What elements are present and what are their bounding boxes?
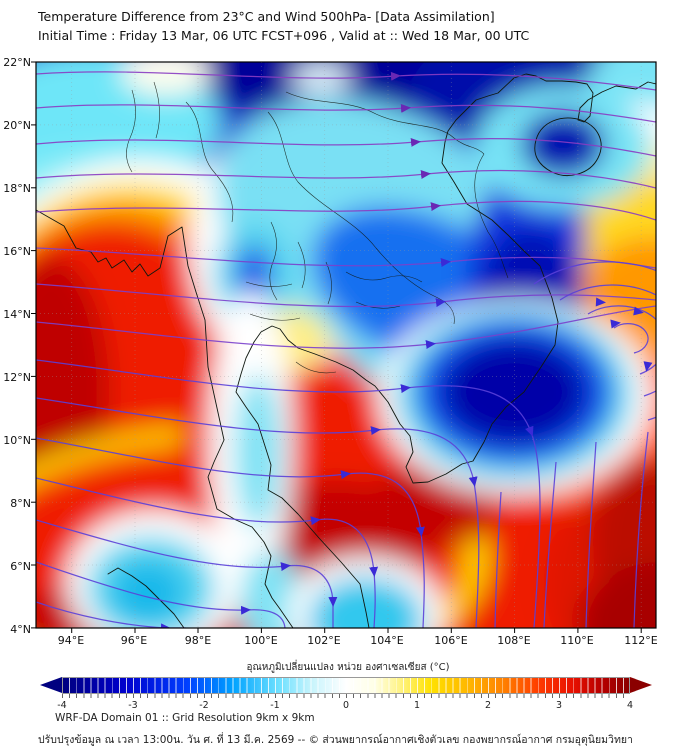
lat-tick-8n: 8°N bbox=[10, 497, 31, 510]
lon-tick-102e: 102°E bbox=[307, 634, 341, 647]
colorbar-tick-p4: 4 bbox=[626, 700, 634, 711]
lat-tick-14n: 14°N bbox=[3, 308, 31, 321]
colorbar-left-arrow bbox=[40, 677, 62, 693]
footer-domain-info: WRF-DA Domain 01 :: Grid Resolution 9km … bbox=[55, 712, 315, 724]
temperature-field bbox=[36, 62, 656, 628]
lat-tick-22n: 22°N bbox=[3, 56, 31, 69]
colorbar-tick-p1: 1 bbox=[413, 700, 421, 711]
swirl-arrowheads bbox=[595, 297, 653, 372]
colorbar-label: อุณหภูมิเปลี่ยนแปลง หน่วย องศาเซลเซียส (… bbox=[246, 662, 450, 673]
title-line-1: Temperature Difference from 23°C and Win… bbox=[38, 9, 495, 24]
lat-tick-16n: 16°N bbox=[3, 245, 31, 258]
axis-ticks bbox=[31, 61, 642, 633]
colorbar-tick-m4: -4 bbox=[57, 700, 67, 711]
colorbar-tick-m1: -1 bbox=[270, 700, 280, 711]
lon-tick-108e: 108°E bbox=[497, 634, 531, 647]
lon-tick-112e: 112°E bbox=[624, 634, 658, 647]
colorbar-tick-m3: -3 bbox=[128, 700, 138, 711]
lat-tick-4n: 4°N bbox=[10, 623, 31, 636]
colorbar-tick-p2: 2 bbox=[484, 700, 492, 711]
title-line-2: Initial Time : Friday 13 Mar, 06 UTC FCS… bbox=[38, 28, 530, 43]
lon-tick-110e: 110°E bbox=[560, 634, 594, 647]
lon-tick-104e: 104°E bbox=[370, 634, 404, 647]
lat-tick-12n: 12°N bbox=[3, 371, 31, 384]
colorbar-gradient bbox=[62, 677, 630, 694]
map-canvas bbox=[31, 61, 657, 633]
map-border bbox=[35, 61, 657, 629]
map-plot bbox=[31, 61, 657, 633]
colorbar-tick-p3: 3 bbox=[555, 700, 563, 711]
lat-tick-10n: 10°N bbox=[3, 434, 31, 447]
anticyclone-swirl bbox=[533, 261, 656, 421]
lon-tick-94e: 94°E bbox=[57, 634, 85, 647]
lat-tick-6n: 6°N bbox=[10, 560, 31, 573]
colorbar: อุณหภูมิเปลี่ยนแปลง หน่วย องศาเซลเซียส (… bbox=[0, 660, 676, 720]
lat-tick-18n: 18°N bbox=[3, 182, 31, 195]
colorbar-tick-0: 0 bbox=[342, 700, 350, 711]
colorbar-right-arrow bbox=[630, 677, 652, 693]
lon-tick-100e: 100°E bbox=[244, 634, 278, 647]
footer-agency-info: ปรับปรุงข้อมูล ณ เวลา 13:00น. วัน ศ. ที่… bbox=[38, 734, 633, 746]
lon-tick-98e: 98°E bbox=[184, 634, 212, 647]
lon-tick-96e: 96°E bbox=[120, 634, 148, 647]
lat-tick-20n: 20°N bbox=[3, 119, 31, 132]
wind-streamlines bbox=[36, 71, 656, 628]
colorbar-ticks bbox=[62, 694, 630, 698]
colorbar-tick-m2: -2 bbox=[199, 700, 209, 711]
lon-tick-106e: 106°E bbox=[434, 634, 468, 647]
